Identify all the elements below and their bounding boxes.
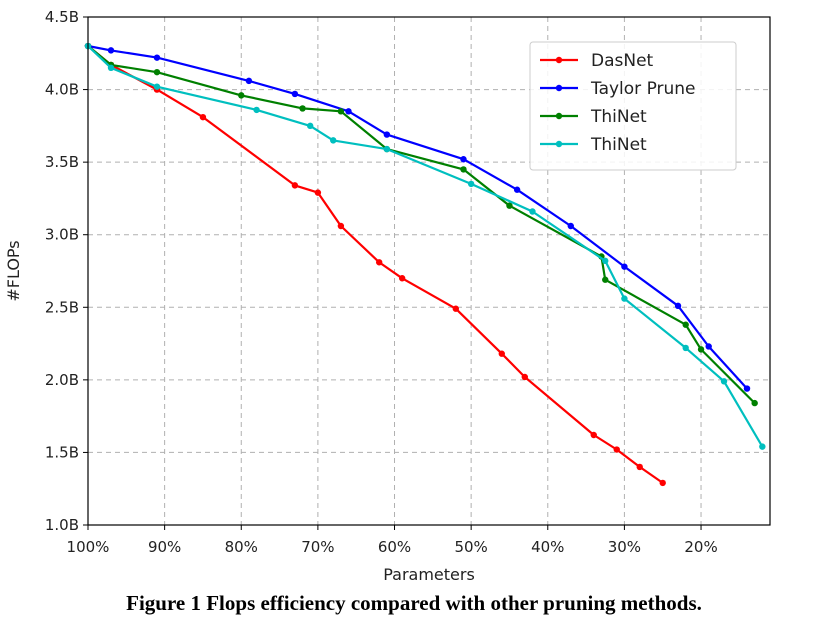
data-point [460,166,467,173]
data-point [291,90,299,98]
x-tick-label: 30% [608,538,641,556]
y-tick-label: 3.5B [45,153,79,171]
data-point [291,182,299,189]
x-tick-label: 80% [225,538,258,556]
x-tick-label: 100% [67,538,110,556]
y-tick-label: 2.5B [45,298,79,316]
legend-item: DasNet [540,51,654,71]
x-axis-title: Parameters [383,565,475,584]
legend-label: DasNet [591,51,654,71]
x-tick-label: 50% [454,538,487,556]
line-chart: 100% 90% 80% 70% 60% 50% 40% 30% 20% 1.0B 1.5B 2.0B… [4,8,771,584]
y-tick-label: 4.0B [45,81,79,99]
data-point [636,463,643,471]
data-point [375,259,383,266]
data-point [460,156,467,163]
data-point [567,222,574,230]
y-tick-label: 2.0B [45,371,79,389]
data-point [705,343,712,350]
data-point [720,378,728,385]
legend: DasNet Taylor Prune ThiNet ThiNet [529,41,737,171]
data-point [621,295,628,302]
data-point [498,350,505,357]
series-line [87,45,756,404]
series-line [87,44,748,390]
plot-series [84,42,766,487]
series-group [84,42,758,407]
legend-box [529,41,737,171]
data-point [751,399,758,407]
legend-swatch-marker [555,112,563,120]
data-point [621,263,628,270]
y-tick-label: 4.5B [45,8,79,26]
y-tick-label: 1.5B [45,443,79,461]
data-point [759,443,766,450]
y-tick-label: 3.0B [45,226,79,244]
data-point [452,305,460,312]
legend-swatch-marker [555,140,563,148]
data-point [107,64,115,72]
data-point [153,83,161,90]
data-point [299,105,306,112]
data-point [153,54,161,61]
series-line [87,45,664,484]
legend-label: ThiNet [590,107,647,127]
data-point [674,302,682,310]
data-point [245,77,253,85]
plot-frame [87,16,771,526]
axis-ticks: 100% 90% 80% 70% 60% 50% 40% 30% 20% 1.0B 1.5B 2.0B… [45,8,718,556]
data-point [590,431,597,439]
data-point [383,131,391,138]
data-point [238,92,245,99]
data-point [602,257,609,265]
legend-item: ThiNet [540,107,647,127]
legend-swatch-marker [555,84,563,92]
data-point [602,276,609,283]
y-tick-label: 1.0B [45,516,79,534]
data-point [330,137,337,144]
data-point [743,385,751,392]
data-point [682,321,689,328]
x-tick-label: 90% [148,538,181,556]
data-point [467,180,475,188]
data-point [337,222,345,230]
legend-item: ThiNet [540,135,647,155]
data-point [253,106,260,114]
data-point [199,113,207,121]
series-group [84,42,766,450]
y-axis-title: #FLOPs [4,240,23,301]
data-point [613,446,620,453]
data-point [383,145,391,153]
data-point [529,208,536,215]
data-point [398,275,406,282]
data-point [659,479,666,487]
x-tick-label: 60% [378,538,411,556]
data-point [697,346,705,353]
data-point [314,189,322,196]
data-point [521,373,528,381]
legend-swatch-marker [555,56,563,64]
data-point [506,202,513,209]
legend-label: ThiNet [590,135,647,155]
legend-item: Taylor Prune [540,79,696,99]
data-point [682,344,689,352]
data-point [513,186,521,193]
data-point [337,108,345,115]
figure-caption: Figure 1 Flops efficiency compared with … [126,591,702,615]
data-point [107,47,115,54]
legend-label: Taylor Prune [590,79,696,99]
data-point [153,68,161,76]
series-line [87,45,764,448]
x-tick-label: 40% [531,538,564,556]
data-point [345,108,352,115]
x-tick-label: 70% [301,538,334,556]
x-tick-label: 20% [684,538,717,556]
data-point [307,122,314,130]
